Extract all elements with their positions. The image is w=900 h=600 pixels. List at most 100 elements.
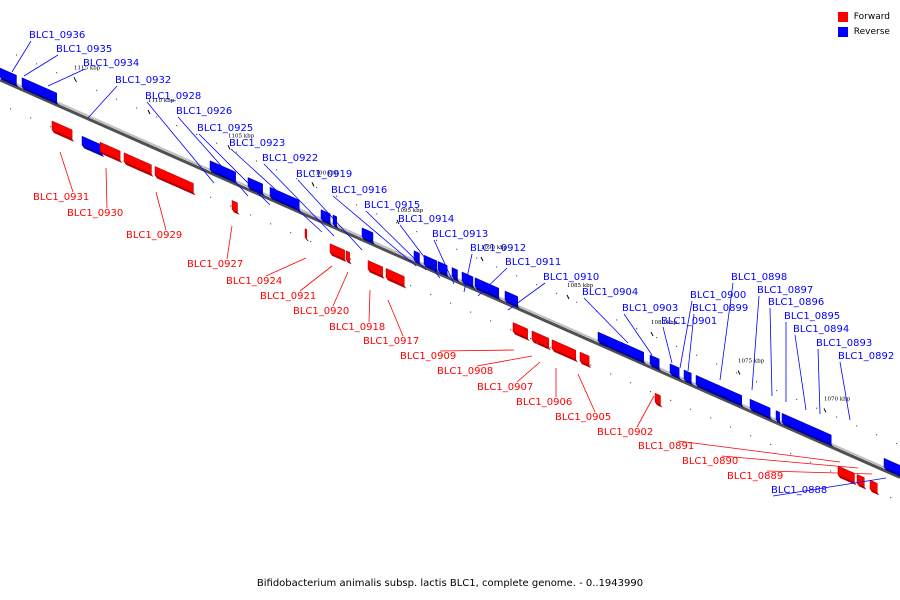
ruler-dot (616, 319, 618, 321)
leader-line (766, 470, 873, 475)
ruler-dot (536, 283, 538, 286)
ruler-dot (196, 133, 198, 136)
leader-line (387, 299, 404, 337)
ruler-dot (10, 108, 12, 110)
leader-line (198, 133, 271, 206)
reverse-gene-edge (782, 422, 805, 435)
reverse-gene-edge (750, 408, 773, 421)
ruler-dot (750, 435, 752, 437)
ruler-dot (856, 425, 858, 427)
gene-label-blc1_0910: BLC1_0910 (543, 272, 599, 283)
ruler-dot (890, 496, 892, 499)
gene-label-blc1_0895: BLC1_0895 (784, 311, 840, 322)
leader-line (583, 297, 629, 344)
leader-line (751, 295, 760, 391)
ruler-dot (610, 373, 612, 375)
gene-label-blc1_0916: BLC1_0916 (331, 185, 387, 196)
ruler-dot (96, 89, 98, 91)
ruler-dot (496, 266, 498, 268)
gene-label-blc1_0932: BLC1_0932 (115, 75, 171, 86)
ruler-dot (456, 248, 458, 250)
ruler-dot (50, 126, 52, 128)
leader-line (177, 116, 249, 197)
gene-label-blc1_0896: BLC1_0896 (768, 297, 824, 308)
ruler-dot (796, 398, 798, 400)
ruler-dot (116, 98, 118, 100)
tick-mark (227, 145, 231, 150)
gene-label-blc1_0901: BLC1_0901 (661, 316, 717, 327)
ruler-dot (830, 470, 832, 472)
tick-label: 1080 kbp (651, 320, 678, 326)
gene-label-blc1_0889: BLC1_0889 (727, 471, 783, 482)
ruler-dot (290, 232, 292, 234)
ruler-dot (510, 329, 512, 331)
reverse-gene-edge (505, 299, 520, 309)
reverse-gene-edge (321, 218, 333, 226)
forward-gene-edge (857, 483, 867, 490)
forward-gene-edge (552, 348, 578, 363)
forward-gene-edge (838, 474, 857, 486)
leader-line (226, 225, 233, 260)
reverse-gene-edge (670, 372, 682, 380)
ruler-dot (376, 213, 378, 215)
ruler-dot (816, 407, 818, 409)
gene-label-blc1_0897: BLC1_0897 (757, 285, 813, 296)
ruler-dot (270, 223, 272, 225)
leader-line (677, 440, 841, 463)
ruler-dot (490, 320, 492, 322)
reverse-gene (883, 457, 900, 475)
legend-reverse-label: Reverse (853, 26, 890, 37)
gene-label-blc1_0891: BLC1_0891 (638, 441, 694, 452)
forward-gene-edge (232, 209, 240, 215)
ruler-dot (696, 354, 698, 356)
reverse-gene-edge (884, 467, 900, 477)
leader-line (265, 257, 307, 277)
leader-line (507, 282, 546, 311)
ruler-dot (556, 292, 558, 295)
tick-mark (823, 408, 827, 413)
forward-gene-edge (368, 269, 385, 279)
leader-line (662, 326, 673, 364)
gene-label-blc1_0934: BLC1_0934 (83, 58, 139, 69)
gene-label-blc1_0920: BLC1_0920 (293, 306, 349, 317)
forward-gene-edge (532, 339, 538, 345)
reverse-gene-edge (270, 196, 302, 213)
gene-label-blc1_0907: BLC1_0907 (477, 382, 533, 393)
leader-line (433, 239, 455, 285)
ruler-dot (476, 257, 478, 259)
reverse-gene-edge (22, 86, 59, 106)
ruler-dot (790, 452, 792, 454)
reverse-gene-edge (438, 270, 450, 278)
forward-gene-edge (513, 331, 530, 341)
tick-mark (311, 182, 315, 187)
ruler-dot (296, 178, 298, 180)
forward-gene (531, 330, 536, 342)
ruler-dot (896, 442, 898, 445)
gene-label-blc1_0913: BLC1_0913 (432, 229, 488, 240)
gene-label-blc1_0898: BLC1_0898 (731, 272, 787, 283)
forward-gene-edge (536, 341, 551, 351)
gene-label-blc1_0908: BLC1_0908 (437, 366, 493, 377)
gene-label-blc1_0928: BLC1_0928 (145, 91, 201, 102)
gene-label-blc1_0935: BLC1_0935 (56, 44, 112, 55)
reverse-gene-edge (0, 77, 19, 88)
gene-label-blc1_0918: BLC1_0918 (329, 322, 385, 333)
leader-line (577, 373, 596, 413)
ruler-dot (76, 80, 78, 83)
ruler-dot (56, 72, 58, 74)
leader-line (477, 267, 508, 297)
ruler-dot (470, 311, 472, 313)
forward-gene (123, 152, 152, 175)
tick-mark (480, 256, 484, 262)
leader-line (332, 271, 349, 307)
forward-gene-edge (124, 161, 154, 177)
tick-label: 1095 kbp (397, 208, 424, 214)
leader-line (399, 224, 441, 279)
tick-mark (650, 331, 654, 337)
leader-line (155, 191, 167, 231)
ruler-dot (436, 239, 438, 242)
leader-line (11, 40, 32, 73)
forward-gene (551, 339, 577, 360)
ruler-dot (836, 416, 838, 418)
ruler-dot (450, 302, 452, 304)
